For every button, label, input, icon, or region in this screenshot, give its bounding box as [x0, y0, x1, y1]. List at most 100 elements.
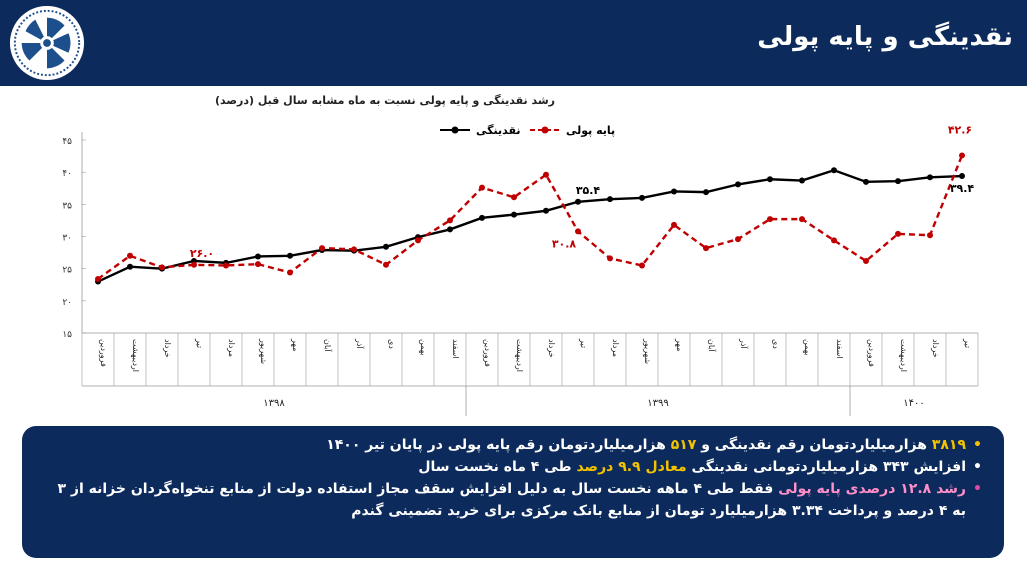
- legend-marker-base: [541, 126, 549, 134]
- x-tick-label: فروردین: [867, 339, 876, 367]
- x-tick-label: تیر: [963, 338, 972, 348]
- data-point: [639, 194, 645, 201]
- data-point: [863, 178, 869, 185]
- data-point: [127, 263, 133, 270]
- y-tick-label: ۴۵: [62, 137, 72, 147]
- series-line-liquidity: [97, 168, 963, 283]
- data-point: [543, 171, 549, 178]
- data-point: [703, 189, 709, 196]
- x-tick-label: فروردین: [99, 339, 108, 367]
- data-point: [959, 152, 965, 159]
- growth-percent: معادل ۹.۹ درصد: [576, 459, 687, 475]
- data-point: [287, 269, 293, 276]
- bullet-2-text-b: طی ۴ ماه نخست سال: [418, 459, 577, 475]
- x-tick-label: اردیبهشت: [899, 339, 908, 372]
- data-point: [383, 243, 389, 250]
- data-point: [607, 255, 613, 262]
- chart-title: رشد نقدینگی و پایه پولی نسبت به ماه مشاب…: [215, 94, 555, 107]
- page-title: نقدینگی و پایه پولی: [757, 22, 1013, 52]
- x-tick-label: خرداد: [547, 339, 556, 358]
- data-label: ۳۰.۸: [552, 237, 577, 250]
- bullet-1-text-a: هزارمیلیاردتومان رقم نقدینگی و: [696, 437, 932, 453]
- x-tick-label: مهر: [675, 338, 684, 351]
- x-tick-label: خرداد: [931, 339, 940, 358]
- summary-bullet-3: رشد ۱۲.۸ درصدی پایه پولی فقط طی ۴ ماهه ن…: [40, 478, 982, 522]
- data-point: [255, 261, 261, 268]
- x-tick-label: مرداد: [227, 339, 236, 357]
- data-label: ۳۵.۴: [576, 184, 601, 197]
- data-point: [607, 196, 613, 203]
- x-tick-label: مهر: [291, 338, 300, 351]
- data-point: [95, 275, 101, 282]
- data-point: [223, 262, 229, 269]
- x-tick-label: بهمن: [419, 339, 428, 356]
- summary-bullet-1: ۳۸۱۹ هزارمیلیاردتومان رقم نقدینگی و ۵۱۷ …: [40, 434, 982, 456]
- data-point: [447, 226, 453, 233]
- x-tick-label: تیر: [195, 338, 204, 348]
- x-tick-label: خرداد: [163, 339, 172, 358]
- y-tick-label: ۴۰: [62, 169, 72, 179]
- data-point: [479, 184, 485, 191]
- x-tick-label: آبان: [707, 339, 717, 353]
- x-tick-label: اسفند: [451, 339, 460, 359]
- data-point: [575, 198, 581, 205]
- data-point: [383, 261, 389, 268]
- data-point: [511, 194, 517, 201]
- x-tick-label: اسفند: [835, 339, 844, 359]
- x-tick-label: آبان: [323, 339, 333, 353]
- data-point: [479, 214, 485, 221]
- legend-label-liquidity: نقدینگی: [476, 124, 521, 137]
- header-bar: نقدینگی و پایه پولی: [0, 0, 1027, 86]
- x-tick-label: دی: [771, 339, 780, 349]
- x-tick-label: بهمن: [803, 339, 812, 356]
- x-tick-label: آذر: [739, 338, 749, 349]
- x-tick-label: شهریور: [259, 338, 268, 364]
- x-tick-label: اردیبهشت: [515, 339, 524, 372]
- data-point: [959, 173, 965, 180]
- data-point: [575, 228, 581, 235]
- data-point: [799, 177, 805, 184]
- year-label: ۱۳۹۸: [263, 398, 285, 409]
- data-point: [287, 252, 293, 259]
- summary-box: ۳۸۱۹ هزارمیلیاردتومان رقم نقدینگی و ۵۱۷ …: [22, 426, 1004, 558]
- data-point: [159, 264, 165, 271]
- logo-icon: [9, 5, 85, 81]
- data-point: [543, 207, 549, 214]
- year-label: ۱۳۹۹: [647, 398, 668, 409]
- data-point: [191, 261, 197, 268]
- chart: رشد نقدینگی و پایه پولی نسبت به ماه مشاب…: [62, 94, 979, 416]
- y-tick-label: ۱۵: [62, 330, 72, 340]
- data-point: [863, 257, 869, 264]
- summary-bullet-2: افزایش ۳۴۳ هزارمیلیاردتومانی نقدینگی معا…: [40, 456, 982, 478]
- x-tick-label: تیر: [579, 338, 588, 348]
- base-amount: ۵۱۷: [670, 437, 697, 453]
- x-tick-label: شهریور: [643, 338, 652, 364]
- data-point: [255, 253, 261, 260]
- x-tick-label: مرداد: [611, 339, 620, 357]
- legend: نقدینگی پایه پولی: [440, 124, 615, 137]
- data-point: [799, 216, 805, 223]
- data-point: [767, 216, 773, 223]
- x-tick-label: فروردین: [483, 339, 492, 367]
- data-point: [447, 217, 453, 224]
- data-point: [671, 221, 677, 228]
- year-label: ۱۴۰۰: [903, 398, 924, 409]
- x-tick-label: اردیبهشت: [131, 339, 140, 372]
- x-tick-label: دی: [387, 339, 396, 349]
- data-point: [351, 246, 357, 253]
- base-growth-highlight: رشد ۱۲.۸ درصدی پایه پولی: [778, 481, 966, 497]
- data-label: ۴۲.۶: [948, 123, 972, 136]
- bullet-1-text-b: هزارمیلیاردتومان رقم پایه پولی در پایان …: [326, 437, 671, 453]
- data-point: [895, 178, 901, 185]
- data-point: [671, 188, 677, 195]
- data-point: [927, 174, 933, 181]
- data-point: [767, 176, 773, 183]
- data-point: [895, 230, 901, 237]
- liquidity-amount: ۳۸۱۹: [931, 437, 966, 453]
- data-point: [415, 237, 421, 244]
- bullet-2-text-a: افزایش ۳۴۳ هزارمیلیاردتومانی نقدینگی: [686, 459, 966, 475]
- data-point: [831, 237, 837, 244]
- data-point: [511, 211, 517, 218]
- y-tick-label: ۳۵: [62, 201, 72, 211]
- data-point: [735, 181, 741, 188]
